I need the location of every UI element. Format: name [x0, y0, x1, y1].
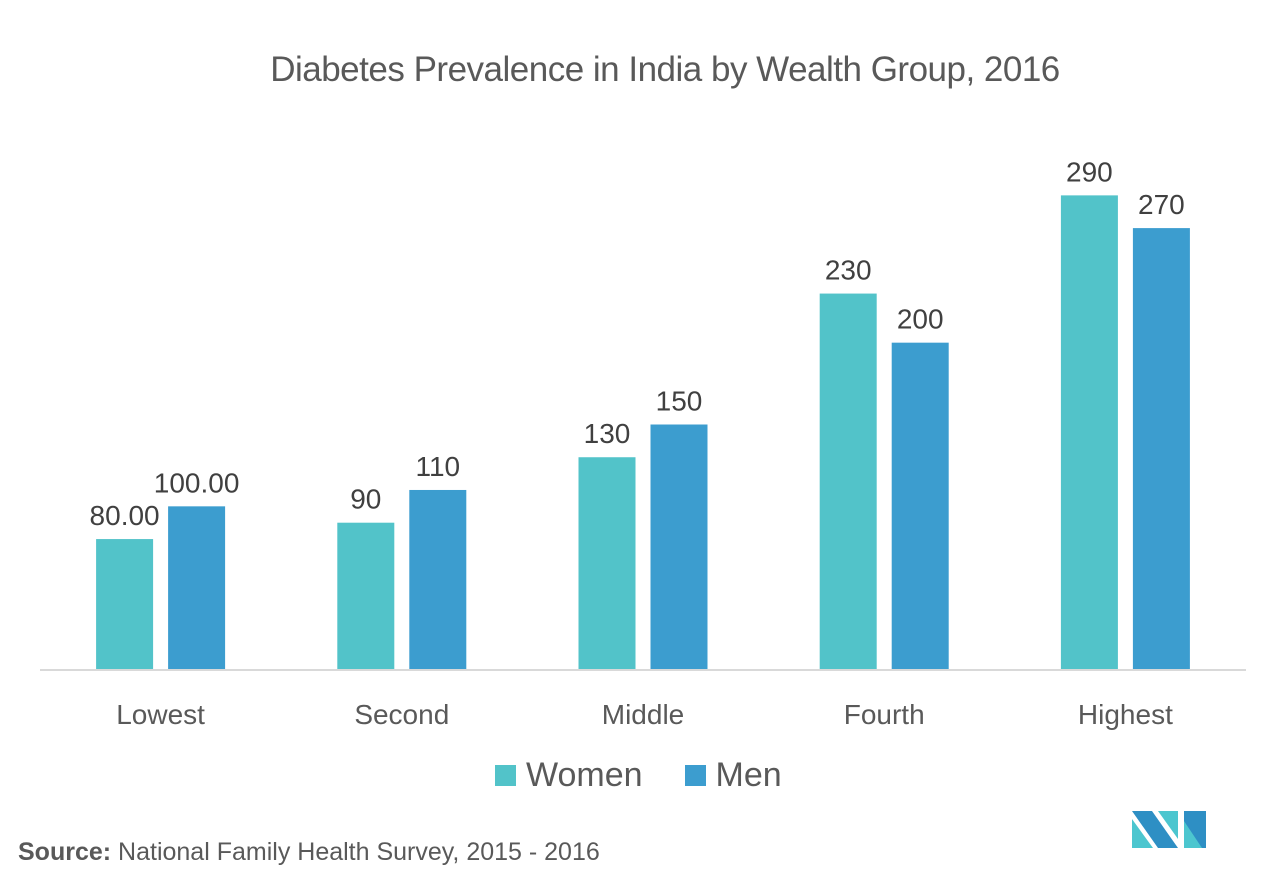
x-tick-label-highest: Highest	[1078, 699, 1173, 730]
legend-item-women: Women	[495, 756, 643, 795]
data-label-men-middle: 150	[656, 386, 703, 417]
data-label-women-highest: 290	[1066, 156, 1113, 187]
bar-women-fourth	[819, 293, 877, 670]
source-note: Source: National Family Health Survey, 2…	[18, 838, 600, 867]
data-label-women-lowest: 80.00	[90, 500, 160, 531]
bar-women-lowest	[96, 539, 154, 670]
bar-men-second	[409, 489, 467, 670]
bar-men-highest	[1132, 228, 1190, 670]
legend: Women Men	[495, 756, 824, 795]
bar-men-fourth	[891, 342, 949, 670]
chart-title: Diabetes Prevalence in India by Wealth G…	[270, 50, 1060, 89]
data-label-women-fourth: 230	[825, 255, 872, 286]
x-tick-label-second: Second	[354, 699, 449, 730]
source-text: National Family Health Survey, 2015 - 20…	[111, 838, 600, 866]
bars-layer	[96, 195, 1190, 670]
data-label-men-fourth: 200	[897, 304, 944, 335]
legend-label-women: Women	[526, 756, 643, 794]
x-tick-label-fourth: Fourth	[844, 699, 925, 730]
bar-women-middle	[578, 457, 636, 670]
legend-swatch-women	[495, 765, 516, 786]
brand-logo-icon	[1132, 811, 1206, 848]
data-label-men-highest: 270	[1138, 189, 1185, 220]
x-tick-label-middle: Middle	[602, 699, 684, 730]
legend-item-men: Men	[684, 756, 782, 795]
data-label-men-second: 110	[415, 451, 460, 482]
data-label-women-second: 90	[350, 484, 381, 515]
bar-men-lowest	[168, 506, 226, 670]
data-label-men-lowest: 100.00	[154, 467, 240, 498]
legend-swatch-men	[684, 765, 706, 786]
source-label: Source:	[18, 838, 112, 866]
bar-women-highest	[1060, 195, 1118, 670]
legend-label-men: Men	[715, 756, 782, 794]
x-tick-label-lowest: Lowest	[116, 699, 205, 730]
data-label-women-middle: 130	[584, 418, 631, 449]
bar-men-middle	[650, 424, 708, 670]
bar-women-second	[337, 522, 395, 670]
